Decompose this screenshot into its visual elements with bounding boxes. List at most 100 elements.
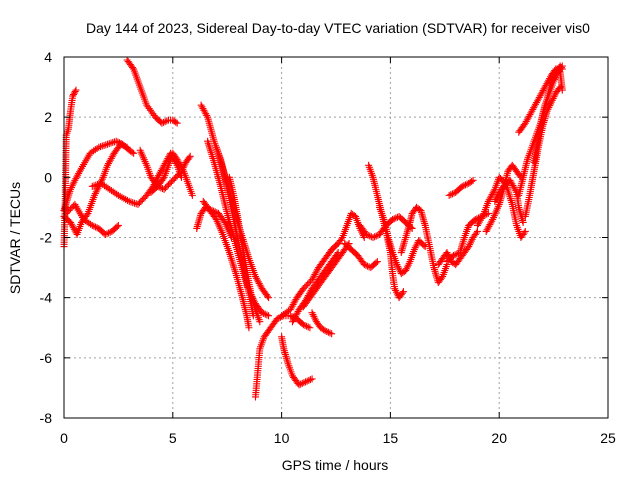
series-arc-m: [199, 197, 253, 332]
data-point-marker: [125, 197, 133, 205]
data-point-marker: [366, 232, 374, 240]
data-point-marker: [201, 203, 209, 211]
data-point-marker: [298, 379, 306, 387]
data-point-marker: [362, 230, 370, 238]
data-point-marker: [105, 229, 113, 237]
data-point-marker: [128, 148, 136, 156]
data-point-marker: [101, 230, 109, 238]
data-point-marker: [114, 221, 122, 229]
x-tick-label: 20: [491, 430, 507, 446]
x-tick-label: 25: [600, 430, 616, 446]
data-point-marker: [104, 140, 112, 148]
data-point-marker: [134, 200, 142, 208]
series-arc-s: [299, 240, 353, 311]
data-point-marker: [203, 204, 211, 212]
x-tick-label: 10: [274, 430, 290, 446]
data-point-marker: [228, 234, 236, 241]
data-point-marker: [369, 234, 377, 241]
data-point-marker: [558, 86, 566, 94]
data-point-marker: [185, 154, 193, 162]
data-point-marker: [399, 288, 407, 296]
series-arc-u: [339, 209, 368, 241]
data-point-marker: [137, 197, 145, 205]
data-point-marker: [326, 329, 334, 337]
y-tick-label: -2: [40, 230, 53, 246]
data-point-marker: [520, 229, 528, 237]
data-point-marker: [337, 235, 345, 243]
x-tick-label: 5: [169, 430, 177, 446]
x-tick-label: 0: [60, 430, 68, 446]
data-point-marker: [328, 330, 336, 338]
data-point-marker: [263, 292, 271, 300]
data-point-marker: [205, 205, 213, 213]
data-point-marker: [300, 379, 308, 387]
data-point-marker: [320, 326, 328, 334]
data-point-marker: [164, 181, 172, 189]
data-point-marker: [512, 187, 520, 195]
data-point-marker: [175, 170, 183, 178]
data-point-marker: [469, 176, 477, 184]
data-point-marker: [130, 149, 138, 157]
data-point-marker: [450, 252, 458, 260]
series-arc-l: [225, 173, 264, 326]
data-point-marker: [129, 64, 137, 72]
data-point-marker: [138, 196, 146, 204]
data-point-marker: [265, 294, 273, 302]
data-point-marker: [447, 191, 455, 199]
data-point-marker: [301, 283, 309, 291]
data-point-marker: [321, 327, 329, 335]
data-point-marker: [163, 182, 171, 190]
data-point-marker: [76, 166, 84, 174]
data-point-marker: [186, 152, 194, 160]
data-point-marker: [88, 182, 96, 190]
data-point-marker: [263, 311, 271, 319]
data-point-marker: [70, 91, 78, 99]
y-tick-label: -6: [40, 350, 53, 366]
data-point-marker: [97, 143, 105, 151]
data-point-marker: [163, 117, 171, 125]
data-point-marker: [95, 180, 103, 188]
data-point-marker: [420, 241, 428, 249]
data-point-marker: [88, 221, 96, 229]
data-point-marker: [129, 199, 137, 207]
chart-title: Day 144 of 2023, Sidereal Day-to-day VTE…: [86, 20, 590, 36]
data-point-marker: [471, 215, 479, 223]
data-point-marker: [302, 378, 310, 386]
data-point-marker: [67, 205, 75, 213]
data-point-marker: [323, 328, 331, 336]
data-point-marker: [121, 142, 129, 150]
y-axis-label: SDTVAR / TECUs: [7, 182, 23, 294]
data-point-marker: [188, 191, 196, 199]
data-point-marker: [90, 182, 98, 190]
data-point-marker: [172, 118, 180, 126]
data-point-marker: [306, 376, 314, 384]
data-point-marker: [299, 321, 307, 329]
data-point-marker: [167, 178, 175, 186]
data-point-marker: [265, 312, 273, 320]
data-point-marker: [92, 181, 100, 189]
data-point-marker: [488, 217, 496, 225]
data-point-marker: [521, 227, 529, 235]
data-point-marker: [158, 119, 166, 127]
data-point-marker: [372, 259, 380, 267]
data-point-marker: [173, 119, 181, 127]
data-point-marker: [117, 140, 125, 148]
series-arc-q: [278, 234, 347, 320]
data-point-marker: [364, 231, 372, 239]
data-point-marker: [92, 223, 100, 231]
data-point-marker: [286, 312, 294, 320]
data-point-marker: [158, 185, 166, 193]
data-point-marker: [306, 324, 314, 332]
data-point-marker: [297, 380, 305, 388]
series-arc-aj: [515, 65, 566, 136]
data-point-marker: [258, 309, 266, 317]
data-point-marker: [70, 89, 78, 97]
data-point-marker: [453, 250, 461, 258]
data-point-marker: [301, 321, 309, 329]
series-arc-n: [193, 203, 236, 241]
data-point-marker: [445, 191, 453, 199]
data-point-marker: [159, 175, 167, 183]
data-point-marker: [260, 309, 268, 317]
series-arc-p: [278, 333, 316, 389]
data-point-marker: [90, 222, 98, 230]
